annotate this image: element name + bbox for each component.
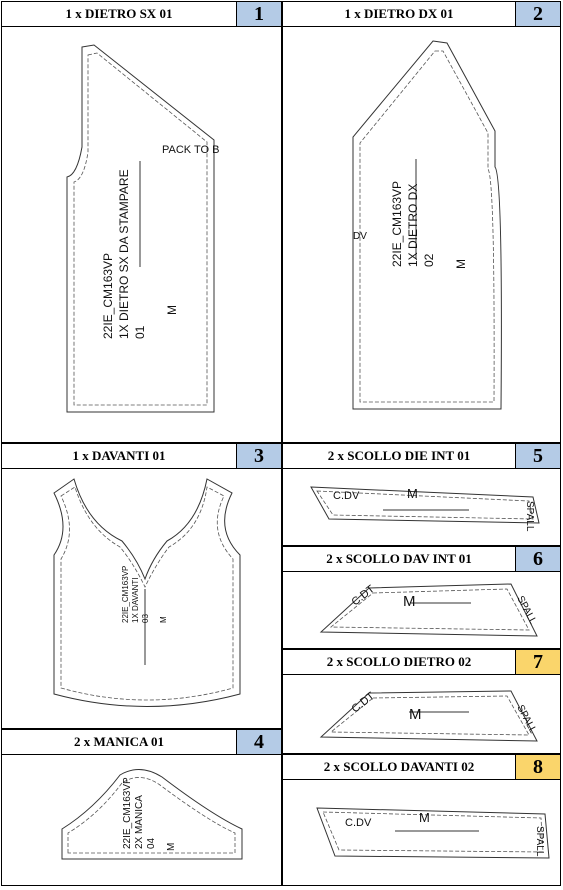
piece-1-cell: 22IE_CM163VP 1X DIETRO SX DA STAMPARE 01… [1, 26, 282, 443]
piece-2-number: 2 [515, 2, 560, 26]
piece-3-code: 22IE_CM163VP [121, 566, 130, 623]
piece-7-left: C.DT [349, 690, 377, 715]
piece-5-title: 2 x SCOLLO DIE INT 01 [327, 448, 471, 463]
piece-8-title: 2 x SCOLLO DAVANTI 02 [323, 759, 475, 774]
piece-1-title: 1 x DIETRO SX 01 [65, 6, 173, 21]
piece-5-number: 5 [515, 444, 560, 468]
header-piece-5: 2 x SCOLLO DIE INT 01 5 [282, 443, 561, 469]
piece-8-drawing: C.DV M SPALL [316, 807, 550, 859]
piece-3-title: 1 x DAVANTI 01 [72, 448, 166, 463]
header-piece-6: 2 x SCOLLO DAV INT 01 6 [282, 546, 561, 572]
piece-3-cell: 22IE_CM163VP 1X DAVANTI 03 M [1, 468, 282, 729]
piece-7-title: 2 x SCOLLO DIETRO 02 [326, 654, 472, 669]
piece-2-num: 02 [422, 253, 436, 267]
piece-8-right: SPALL [534, 826, 545, 857]
piece-8-left: C.DV [345, 817, 372, 829]
piece-7-number: 7 [515, 650, 560, 674]
header-piece-8: 2 x SCOLLO DAVANTI 02 8 [282, 754, 561, 780]
piece-2-note: DV [353, 231, 367, 242]
piece-2-size: M [454, 259, 468, 269]
piece-8-size: M [419, 810, 430, 825]
piece-4-size: M [166, 843, 177, 851]
piece-1-number: 1 [236, 2, 281, 26]
piece-7-drawing: C.DT M SPALL [319, 690, 539, 742]
piece-4-title: 2 x MANICA 01 [74, 734, 164, 749]
piece-1-name: 1X DIETRO SX DA STAMPARE [117, 169, 131, 339]
piece-4-cell: 22IE_CM163VP 2X MANICA 04 M [1, 754, 282, 886]
piece-3-drawing: 22IE_CM163VP 1X DAVANTI 03 M [53, 478, 241, 707]
piece-8-cell: C.DV M SPALL [282, 779, 561, 886]
piece-5-cell: C.DV M SPALL [282, 468, 561, 546]
piece-3-name: 1X DAVANTI [131, 578, 140, 624]
piece-1-size: M [165, 305, 179, 315]
piece-4-drawing: 22IE_CM163VP 2X MANICA 04 M [61, 769, 243, 860]
piece-6-right: SPALL [514, 594, 538, 626]
piece-1-drawing: 22IE_CM163VP 1X DIETRO SX DA STAMPARE 01… [66, 44, 219, 413]
piece-1-num: 01 [133, 325, 147, 339]
piece-2-drawing: 22IE_CM163VP 1X DIETRO DX 02 M DV [352, 40, 502, 410]
piece-3-number: 3 [236, 444, 281, 468]
piece-2-code: 22IE_CM163VP [390, 181, 404, 267]
piece-4-num: 04 [146, 837, 157, 849]
piece-7-size: M [409, 706, 422, 723]
piece-5-drawing: C.DV M SPALL [310, 486, 540, 532]
piece-1-code: 22IE_CM163VP [101, 253, 115, 339]
piece-5-right: SPALL [524, 501, 535, 532]
piece-3-num: 03 [141, 614, 150, 623]
piece-6-size: M [403, 593, 416, 610]
piece-1-note: PACK TO B [162, 144, 219, 156]
piece-8-number: 8 [515, 755, 560, 779]
piece-2-name: 1X DIETRO DX [406, 184, 420, 267]
piece-6-cell: C.DT M SPALL [282, 571, 561, 649]
piece-7-cell: C.DT M SPALL [282, 674, 561, 754]
piece-2-title: 1 x DIETRO DX 01 [344, 6, 454, 21]
piece-6-title: 2 x SCOLLO DAV INT 01 [326, 551, 472, 566]
piece-3-size: M [159, 616, 168, 623]
header-piece-7: 2 x SCOLLO DIETRO 02 7 [282, 649, 561, 675]
piece-6-number: 6 [515, 547, 560, 571]
piece-6-drawing: C.DT M SPALL [319, 583, 539, 637]
piece-5-left: C.DV [333, 490, 360, 502]
piece-2-cell: 22IE_CM163VP 1X DIETRO DX 02 M DV [282, 26, 561, 443]
piece-5-size: M [407, 486, 418, 501]
piece-6-left: C.DT [349, 583, 377, 608]
piece-7-right: SPALL [514, 703, 538, 735]
piece-4-code: 22IE_CM163VP [122, 777, 133, 849]
header-piece-4: 2 x MANICA 01 4 [1, 729, 282, 755]
piece-4-name: 2X MANICA [134, 795, 145, 849]
piece-4-number: 4 [236, 730, 281, 754]
header-piece-1: 1 x DIETRO SX 01 1 [1, 1, 282, 27]
header-piece-3: 1 x DAVANTI 01 3 [1, 443, 282, 469]
header-piece-2: 1 x DIETRO DX 01 2 [282, 1, 561, 27]
